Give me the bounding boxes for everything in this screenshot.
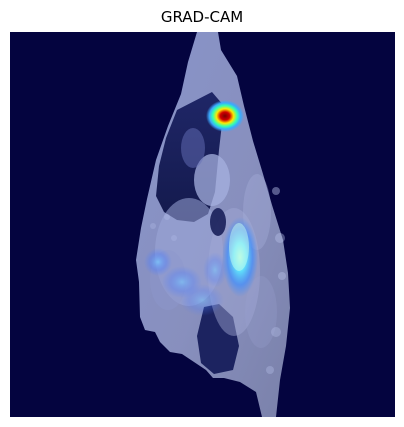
- gradcam-heatmap-overlay: [10, 32, 395, 417]
- figure-title: GRAD-CAM: [160, 8, 244, 26]
- gradcam-image-panel: [10, 32, 395, 417]
